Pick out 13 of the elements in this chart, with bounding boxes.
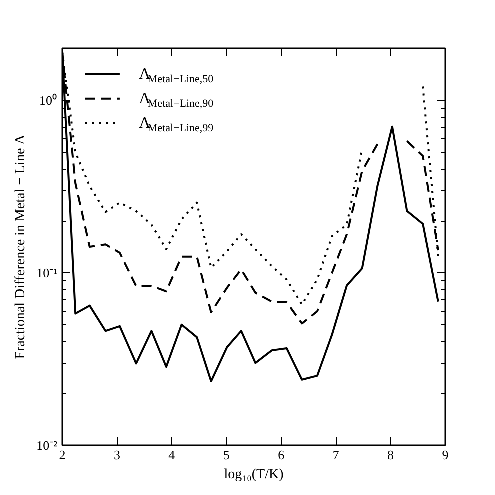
x-tick-label: 2 — [59, 448, 66, 462]
x-axis-title: log₁₀(T/K) — [224, 468, 284, 482]
y-tick-label: 10⁻² — [36, 438, 58, 453]
x-tick-label: 9 — [442, 448, 449, 462]
x-tick-label: 5 — [223, 448, 230, 462]
x-tick-label: 7 — [332, 448, 340, 462]
x-tick-label: 6 — [278, 448, 286, 462]
y-axis-title: Fractional Difference in Metal − Line Λ — [14, 134, 29, 360]
y-tick-label: 10⁰ — [40, 92, 58, 108]
x-tick-label: 4 — [168, 448, 176, 462]
y-tick-label: 10⁻¹ — [36, 265, 58, 280]
x-tick-label: 8 — [388, 448, 394, 462]
x-tick-label: 3 — [114, 448, 120, 462]
